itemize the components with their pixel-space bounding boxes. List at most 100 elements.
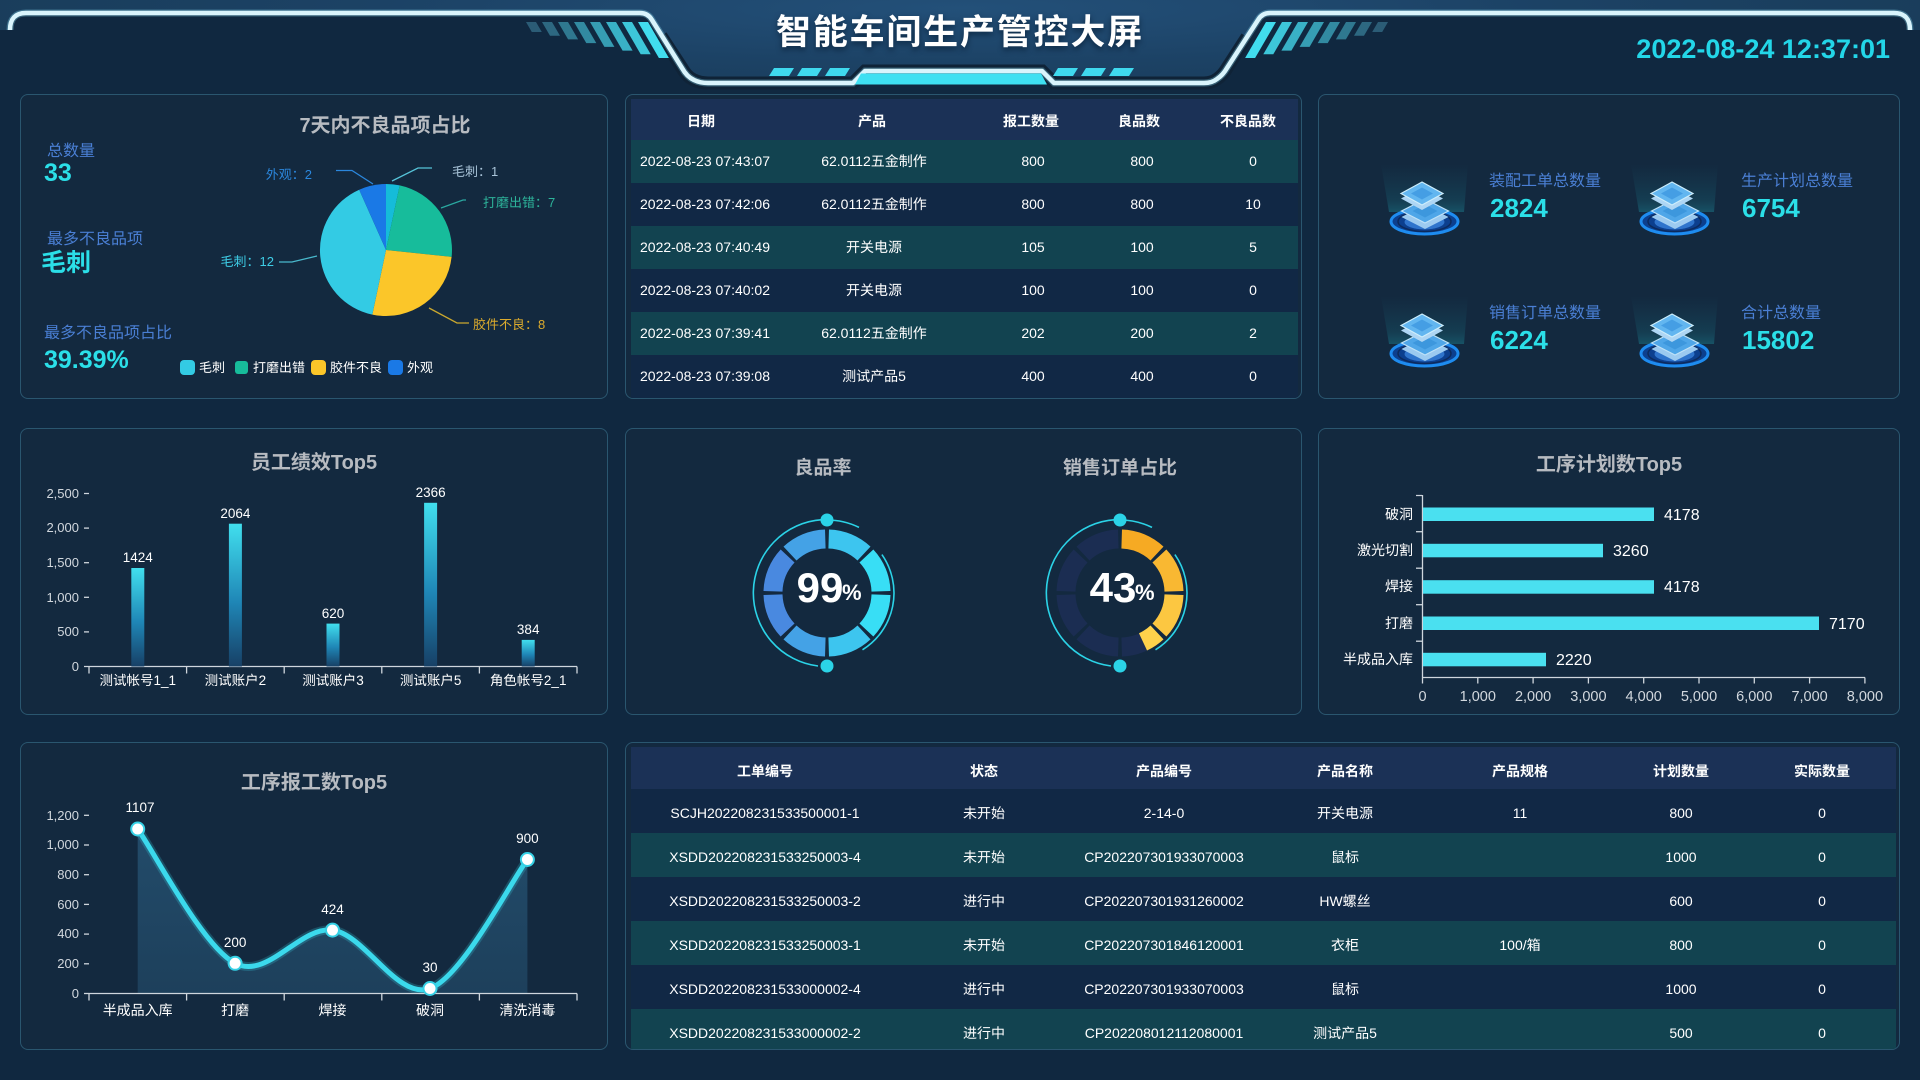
svg-text:400: 400 [57, 926, 79, 941]
svg-text:0: 0 [1249, 153, 1257, 169]
svg-text:实际数量: 实际数量 [1794, 763, 1850, 779]
svg-text:2064: 2064 [220, 506, 251, 521]
svg-text:胶件不良: 胶件不良 [330, 360, 382, 375]
svg-text:1,000: 1,000 [46, 590, 79, 605]
svg-text:2-14-0: 2-14-0 [1144, 805, 1185, 821]
svg-text:600: 600 [1669, 893, 1693, 909]
svg-text:激光切割: 激光切割 [1357, 542, 1413, 558]
svg-text:3,000: 3,000 [1570, 689, 1606, 705]
svg-text:800: 800 [1021, 153, 1045, 169]
svg-text:%: % [1135, 580, 1155, 605]
svg-text:100: 100 [1021, 282, 1045, 298]
svg-text:打磨: 打磨 [1385, 615, 1413, 631]
svg-text:外观：2: 外观：2 [266, 167, 312, 182]
svg-text:HW螺丝: HW螺丝 [1319, 893, 1370, 909]
svg-text:XSDD202208231533250003-4: XSDD202208231533250003-4 [669, 849, 861, 865]
svg-text:7,000: 7,000 [1791, 689, 1827, 705]
svg-text:6,000: 6,000 [1736, 689, 1772, 705]
svg-text:2022-08-23 07:40:02: 2022-08-23 07:40:02 [640, 282, 770, 298]
svg-text:200: 200 [57, 956, 79, 971]
svg-text:计划数量: 计划数量 [1653, 763, 1709, 779]
svg-text:1000: 1000 [1665, 849, 1696, 865]
svg-text:62.0112五金制作: 62.0112五金制作 [821, 153, 927, 169]
svg-text:CP202207301933070003: CP202207301933070003 [1084, 849, 1244, 865]
svg-text:62.0112五金制作: 62.0112五金制作 [821, 196, 927, 212]
svg-text:2366: 2366 [416, 485, 446, 500]
svg-text:开关电源: 开关电源 [846, 282, 902, 298]
svg-text:破洞: 破洞 [416, 1002, 444, 1018]
svg-text:400: 400 [1130, 368, 1154, 384]
svg-text:破洞: 破洞 [1385, 506, 1413, 522]
svg-text:打磨出错：7: 打磨出错：7 [483, 195, 555, 210]
svg-text:测试帐号1_1: 测试帐号1_1 [100, 673, 177, 688]
svg-text:1,000: 1,000 [46, 837, 79, 852]
svg-text:3260: 3260 [1613, 543, 1649, 560]
svg-text:0: 0 [72, 986, 79, 1001]
svg-text:外观: 外观 [407, 360, 433, 375]
svg-text:99: 99 [797, 564, 844, 611]
svg-text:焊接: 焊接 [319, 1002, 347, 1018]
svg-text:测试账户3: 测试账户3 [302, 673, 364, 688]
svg-text:鼠标: 鼠标 [1331, 849, 1359, 865]
svg-text:0: 0 [72, 659, 79, 674]
svg-text:5: 5 [1249, 239, 1257, 255]
svg-text:800: 800 [1130, 196, 1154, 212]
svg-text:未开始: 未开始 [963, 805, 1005, 821]
svg-text:0: 0 [1818, 981, 1826, 997]
svg-text:0: 0 [1818, 1025, 1826, 1041]
svg-text:进行中: 进行中 [963, 981, 1005, 997]
svg-text:400: 400 [1021, 368, 1045, 384]
svg-text:4178: 4178 [1664, 507, 1700, 524]
svg-text:衣柜: 衣柜 [1331, 937, 1359, 953]
svg-text:800: 800 [1669, 937, 1693, 953]
svg-text:100/箱: 100/箱 [1499, 937, 1540, 953]
svg-text:XSDD202208231533000002-2: XSDD202208231533000002-2 [669, 1025, 861, 1041]
svg-text:工单编号: 工单编号 [737, 763, 793, 779]
svg-text:开关电源: 开关电源 [846, 239, 902, 255]
svg-text:半成品入库: 半成品入库 [1343, 651, 1413, 667]
svg-text:良品数: 良品数 [1118, 113, 1160, 129]
svg-text:CP202207301846120001: CP202207301846120001 [1084, 937, 1244, 953]
svg-text:200: 200 [224, 935, 247, 950]
svg-text:毛刺: 毛刺 [41, 249, 91, 277]
svg-text:毛刺: 毛刺 [199, 360, 225, 375]
svg-text:2022-08-23 07:39:08: 2022-08-23 07:39:08 [640, 368, 770, 384]
svg-text:0: 0 [1249, 368, 1257, 384]
svg-text:产品编号: 产品编号 [1136, 763, 1192, 779]
svg-text:CP202208012112080001: CP202208012112080001 [1085, 1025, 1244, 1041]
svg-text:43: 43 [1090, 564, 1137, 611]
svg-text:0: 0 [1418, 689, 1426, 705]
svg-text:半成品入库: 半成品入库 [103, 1002, 173, 1018]
svg-text:毛刺：12: 毛刺：12 [221, 254, 274, 269]
svg-text:11: 11 [1513, 805, 1528, 821]
svg-text:进行中: 进行中 [963, 1025, 1005, 1041]
svg-text:CP202207301931260002: CP202207301931260002 [1084, 893, 1244, 909]
svg-text:500: 500 [57, 624, 79, 639]
svg-text:报工数量: 报工数量 [1003, 113, 1059, 129]
svg-text:未开始: 未开始 [963, 849, 1005, 865]
svg-text:5,000: 5,000 [1681, 689, 1717, 705]
svg-text:毛刺：1: 毛刺：1 [452, 164, 498, 179]
svg-text:鼠标: 鼠标 [1331, 981, 1359, 997]
svg-text:状态: 状态 [970, 763, 998, 779]
svg-text:800: 800 [1021, 196, 1045, 212]
svg-text:2,000: 2,000 [46, 520, 79, 535]
svg-text:打磨: 打磨 [221, 1002, 249, 1018]
svg-text:4,000: 4,000 [1626, 689, 1662, 705]
svg-text:2022-08-23 07:40:49: 2022-08-23 07:40:49 [640, 239, 770, 255]
svg-text:%: % [842, 580, 862, 605]
svg-text:角色帐号2_1: 角色帐号2_1 [490, 673, 567, 688]
svg-text:202: 202 [1021, 325, 1045, 341]
svg-text:1,500: 1,500 [46, 555, 79, 570]
svg-text:SCJH202208231533500001-1: SCJH202208231533500001-1 [670, 805, 859, 821]
svg-text:0: 0 [1818, 937, 1826, 953]
svg-text:100: 100 [1130, 239, 1154, 255]
svg-text:焊接: 焊接 [1385, 578, 1413, 594]
svg-text:7170: 7170 [1829, 616, 1865, 633]
svg-text:800: 800 [1130, 153, 1154, 169]
svg-text:0: 0 [1818, 893, 1826, 909]
svg-text:0: 0 [1249, 282, 1257, 298]
svg-text:2,500: 2,500 [46, 486, 79, 501]
svg-text:424: 424 [321, 902, 344, 917]
svg-text:2022-08-23 07:43:07: 2022-08-23 07:43:07 [640, 153, 770, 169]
